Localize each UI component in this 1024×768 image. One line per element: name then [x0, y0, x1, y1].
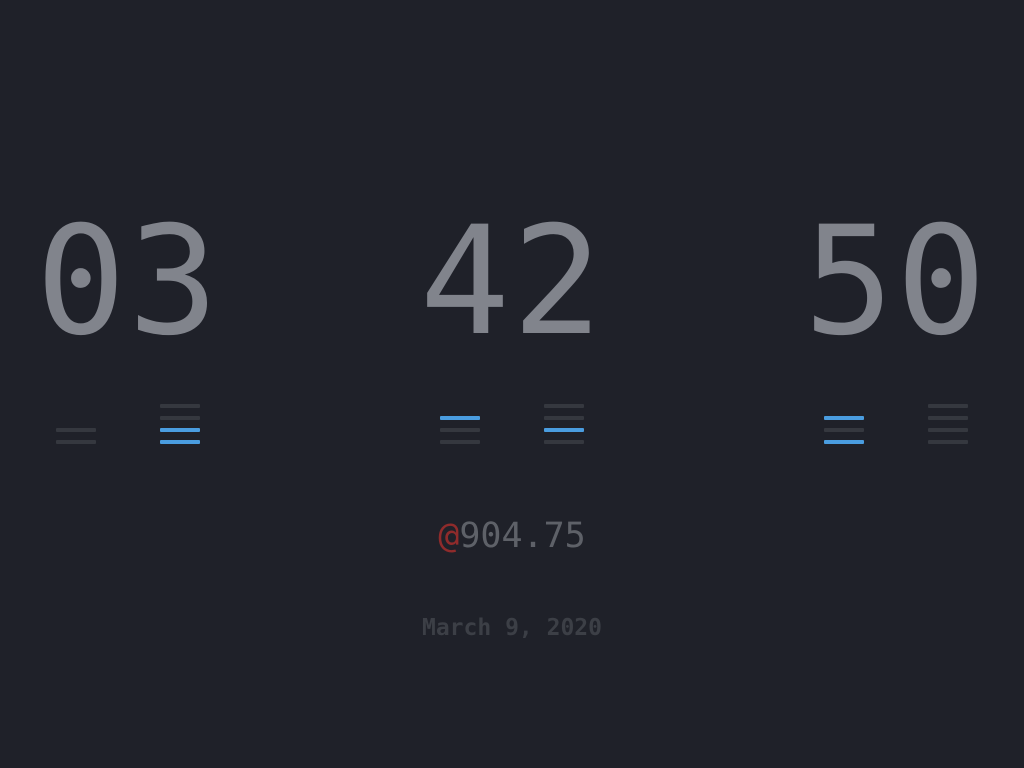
binary-seconds-ones [928, 400, 968, 448]
binary-bit-2 [544, 416, 584, 420]
binary-bit-1 [928, 428, 968, 432]
beat-time: @904.75 [0, 516, 1024, 556]
binary-bit-2 [160, 416, 200, 420]
date-label: March 9, 2020 [421, 615, 602, 641]
minutes-display: 42 [419, 195, 605, 369]
binary-bit-3 [544, 404, 584, 408]
binary-bit-2 [824, 416, 864, 420]
binary-bit-2 [928, 416, 968, 420]
binary-bit-1 [544, 428, 584, 432]
binary-bit-0 [440, 440, 480, 444]
binary-bit-1 [440, 428, 480, 432]
binary-seconds-tens [824, 400, 864, 448]
binary-bit-0 [824, 440, 864, 444]
binary-bit-0 [544, 440, 584, 444]
binary-bit-3 [928, 404, 968, 408]
beat-prefix: @ [438, 516, 460, 556]
seconds-display: 50 [803, 195, 989, 369]
hours-display: 03 [35, 195, 221, 369]
binary-bit-2 [440, 416, 480, 420]
beat-value: 904.75 [459, 516, 586, 556]
binary-bit-1 [824, 428, 864, 432]
binary-bit-1 [56, 428, 96, 432]
binary-bit-0 [160, 440, 200, 444]
binary-bit-0 [56, 440, 96, 444]
binary-bit-3 [160, 404, 200, 408]
binary-bit-0 [928, 440, 968, 444]
binary-minutes-ones [544, 400, 584, 448]
binary-hours-tens [56, 400, 96, 448]
binary-bit-1 [160, 428, 200, 432]
binary-hours-ones [160, 400, 200, 448]
binary-minutes-tens [440, 400, 480, 448]
